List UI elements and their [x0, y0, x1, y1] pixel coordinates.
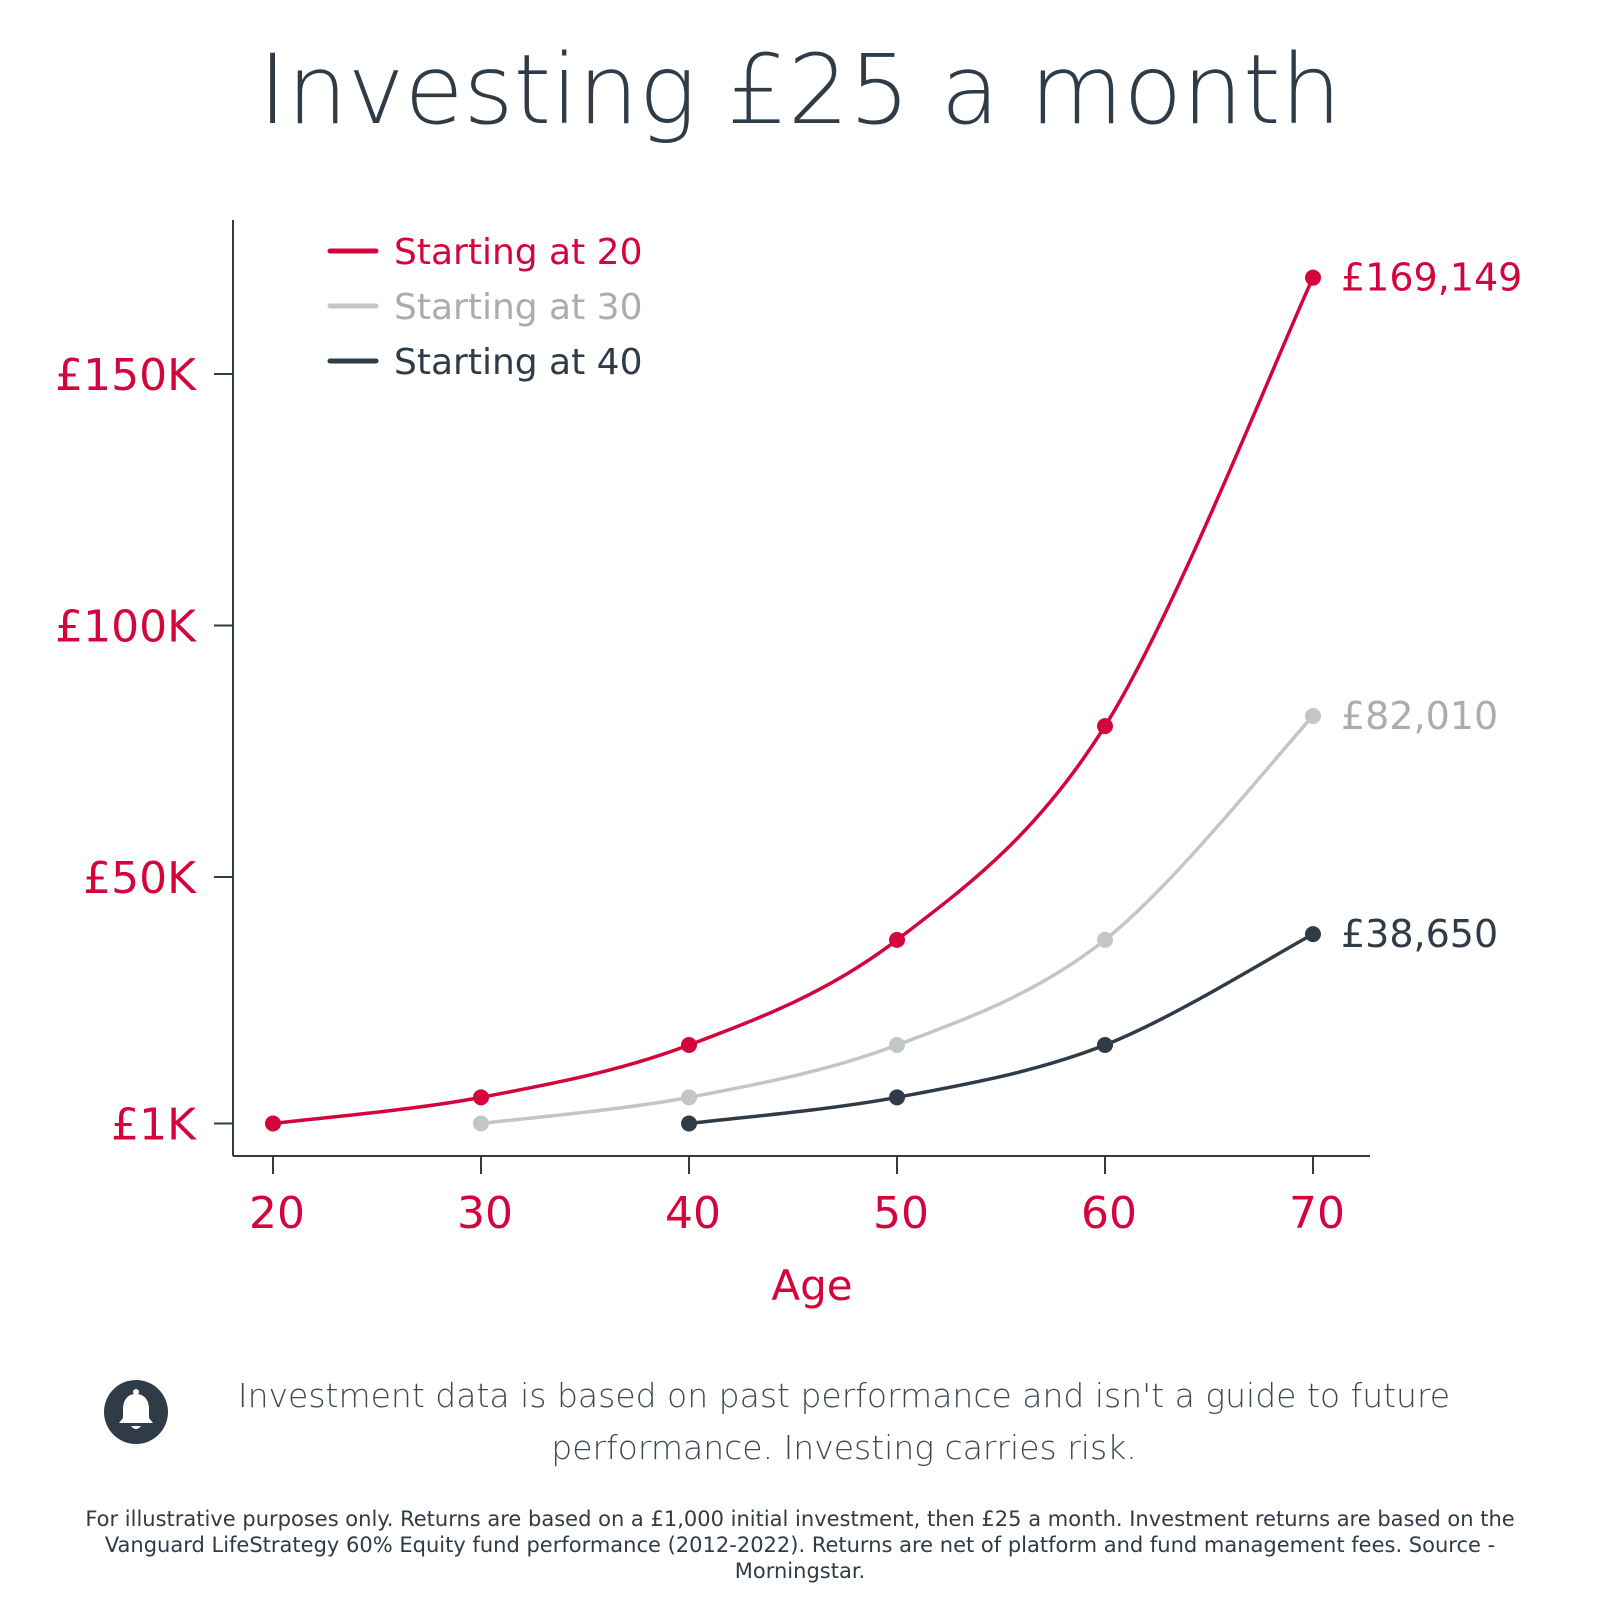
data-point — [1305, 926, 1321, 943]
data-point — [681, 1089, 697, 1106]
data-point — [1097, 931, 1113, 948]
y-tick-label: £1K — [111, 1100, 197, 1151]
legend-label: Starting at 20 — [394, 232, 642, 273]
notice-text: Investment data is based on past perform… — [237, 1376, 1451, 1467]
series-layer: £169,149 £82,010 £38,650 — [265, 256, 1522, 1132]
data-point — [265, 1115, 281, 1132]
footnote: For illustrative purposes only. Returns … — [85, 1507, 1515, 1583]
data-point — [1097, 1037, 1113, 1054]
data-point — [1305, 708, 1321, 725]
data-point — [1097, 718, 1113, 735]
end-value-label: £169,149 — [1341, 256, 1522, 300]
axes: £1K £50K £100K £150K 20 30 40 50 60 70 Age — [55, 220, 1370, 1310]
x-tick-label: 60 — [1081, 1188, 1137, 1239]
x-axis-label: Age — [771, 1261, 852, 1310]
x-tick-label: 40 — [665, 1188, 721, 1239]
data-point — [889, 931, 905, 948]
data-point — [473, 1115, 489, 1132]
x-tick-label: 50 — [873, 1188, 929, 1239]
data-point — [889, 1037, 905, 1054]
chart-title: Investing £25 a month — [258, 34, 1342, 146]
end-value-label: £38,650 — [1341, 912, 1498, 956]
data-point — [681, 1037, 697, 1054]
series-starting-at-40: £38,650 — [681, 912, 1498, 1132]
legend-label: Starting at 30 — [394, 287, 642, 328]
series-line — [480, 714, 1315, 1126]
x-tick-label: 70 — [1289, 1188, 1345, 1239]
risk-notice: Investment data is based on past perform… — [104, 1376, 1524, 1490]
y-tick-label: £50K — [83, 853, 197, 904]
data-point — [1305, 269, 1321, 286]
x-tick-label: 30 — [457, 1188, 513, 1239]
y-tick-label: £150K — [55, 350, 197, 401]
data-point — [889, 1089, 905, 1106]
series-starting-at-30: £82,010 — [473, 694, 1498, 1132]
line-chart: £1K £50K £100K £150K 20 30 40 50 60 70 Age Startin… — [55, 220, 1522, 1310]
bell-icon — [104, 1380, 168, 1444]
series-line — [688, 932, 1314, 1126]
series-starting-at-20: £169,149 — [265, 256, 1522, 1132]
end-value-label: £82,010 — [1341, 694, 1498, 738]
series-line — [272, 276, 1315, 1126]
legend: Starting at 20 Starting at 30 Starting at … — [327, 232, 642, 383]
y-tick-label: £100K — [55, 602, 197, 653]
data-point — [681, 1115, 697, 1132]
x-tick-label: 20 — [249, 1188, 305, 1239]
data-point — [473, 1089, 489, 1106]
legend-label: Starting at 40 — [394, 342, 642, 383]
